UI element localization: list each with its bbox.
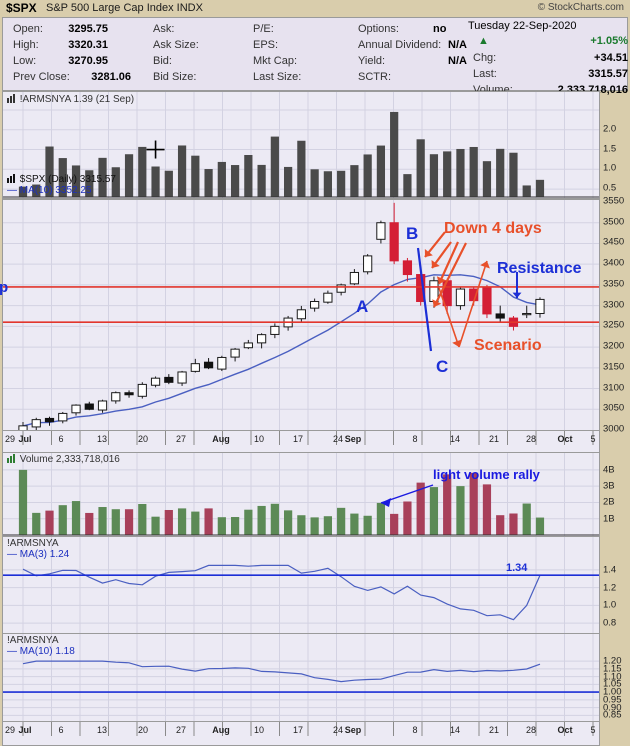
svg-text:Jul: Jul [18, 434, 31, 444]
svg-text:Aug: Aug [212, 725, 230, 735]
svg-text:1.34: 1.34 [506, 562, 528, 574]
svg-text:29: 29 [5, 725, 15, 735]
svg-text:24: 24 [333, 434, 343, 444]
svg-text:10: 10 [254, 725, 264, 735]
svg-text:20: 20 [138, 434, 148, 444]
svg-text:8: 8 [412, 725, 417, 735]
svg-text:13: 13 [97, 434, 107, 444]
svg-text:Sep: Sep [345, 434, 362, 444]
svg-text:10: 10 [254, 434, 264, 444]
svg-text:Oct: Oct [557, 725, 572, 735]
svg-text:17: 17 [293, 725, 303, 735]
svg-text:8: 8 [412, 434, 417, 444]
svg-text:Aug: Aug [212, 434, 230, 444]
svg-text:21: 21 [489, 725, 499, 735]
svg-text:24: 24 [333, 725, 343, 735]
svg-text:Jul: Jul [18, 725, 31, 735]
svg-text:17: 17 [293, 434, 303, 444]
svg-text:5: 5 [590, 725, 595, 735]
svg-text:27: 27 [176, 434, 186, 444]
svg-text:27: 27 [176, 725, 186, 735]
svg-text:28: 28 [526, 725, 536, 735]
svg-text:light volume rally: light volume rally [433, 467, 541, 482]
svg-text:28: 28 [526, 434, 536, 444]
svg-text:Sep: Sep [345, 725, 362, 735]
svg-text:14: 14 [450, 725, 460, 735]
svg-text:20: 20 [138, 725, 148, 735]
svg-text:6: 6 [58, 434, 63, 444]
svg-text:29: 29 [5, 434, 15, 444]
svg-text:5: 5 [590, 434, 595, 444]
svg-text:13: 13 [97, 725, 107, 735]
svg-text:21: 21 [489, 434, 499, 444]
svg-text:14: 14 [450, 434, 460, 444]
svg-text:6: 6 [58, 725, 63, 735]
svg-text:Oct: Oct [557, 434, 572, 444]
